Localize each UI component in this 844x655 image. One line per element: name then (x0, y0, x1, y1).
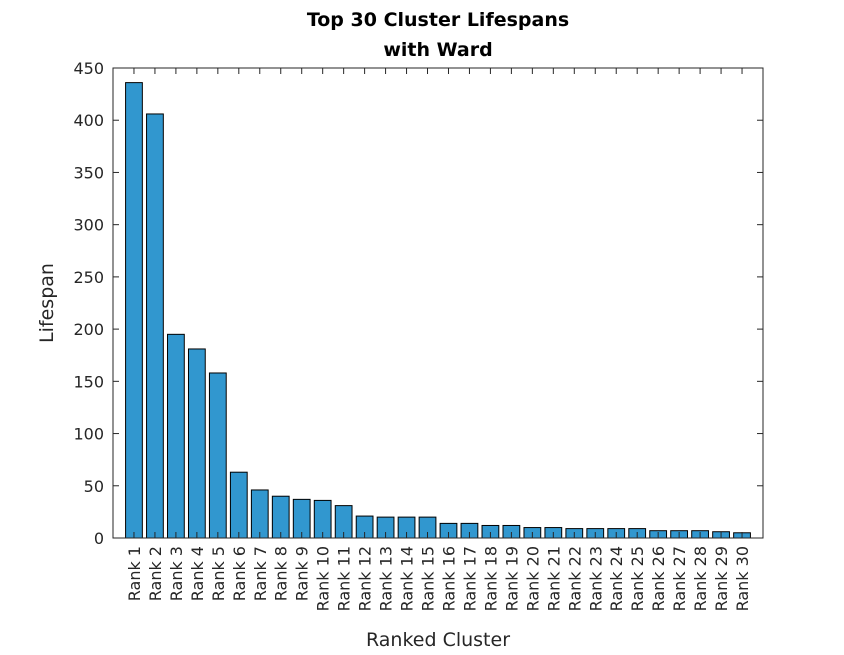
x-tick-label-2: Rank 2 (146, 546, 165, 601)
y-tick-label-200: 200 (73, 320, 104, 339)
x-tick-label-14: Rank 14 (398, 546, 417, 611)
y-tick-label-150: 150 (73, 372, 104, 391)
x-tick-label-24: Rank 24 (607, 546, 626, 611)
bar-1 (125, 82, 143, 539)
x-tick-label-1: Rank 1 (125, 546, 144, 601)
x-tick-label-26: Rank 26 (649, 546, 668, 611)
bar-8 (271, 495, 290, 539)
bar-3 (167, 333, 185, 539)
x-axis-ticks: Rank 1 Rank 2 Rank 3 Rank 4 Rank 5 Rank 6 Rank… (125, 68, 752, 611)
y-tick-label-0: 0 (94, 529, 104, 548)
chart-title-line-1: Top 30 Cluster Lifespans (307, 9, 569, 31)
y-tick-label-100: 100 (73, 425, 104, 444)
x-tick-label-11: Rank 11 (335, 546, 354, 611)
x-tick-label-20: Rank 20 (523, 546, 542, 611)
y-tick-label-400: 400 (73, 111, 104, 130)
x-tick-label-4: Rank 4 (188, 546, 207, 601)
x-tick-label-12: Rank 12 (356, 546, 375, 611)
y-axis-ticks: 0 50 100 150 200 250 300 350 400 450 (73, 59, 763, 548)
x-tick-label-23: Rank 23 (586, 546, 605, 611)
x-tick-label-25: Rank 25 (628, 546, 647, 611)
bars-group (125, 82, 751, 539)
x-tick-label-13: Rank 13 (377, 546, 396, 611)
x-tick-label-30: Rank 30 (733, 546, 752, 611)
x-tick-label-10: Rank 10 (314, 546, 333, 611)
x-tick-label-21: Rank 21 (544, 546, 563, 611)
bar-4 (187, 348, 206, 539)
bar-5 (208, 372, 227, 539)
bar-7 (250, 489, 269, 539)
x-tick-label-28: Rank 28 (691, 546, 710, 611)
x-tick-label-8: Rank 8 (272, 546, 291, 601)
x-tick-label-17: Rank 17 (460, 546, 479, 611)
x-tick-label-9: Rank 9 (293, 546, 312, 601)
x-tick-label-18: Rank 18 (481, 546, 500, 611)
y-axis-label: Lifespan (36, 263, 58, 343)
plot-area-frame (112, 67, 764, 539)
y-tick-label-350: 350 (73, 163, 104, 182)
y-tick-label-250: 250 (73, 268, 104, 287)
y-tick-label-450: 450 (73, 59, 104, 78)
x-tick-label-29: Rank 29 (712, 546, 731, 611)
bar-6 (229, 471, 248, 539)
chart-title-line-2: with Ward (383, 39, 492, 61)
y-tick-label-300: 300 (73, 216, 104, 235)
x-tick-label-16: Rank 16 (439, 546, 458, 611)
x-tick-label-15: Rank 15 (419, 546, 438, 611)
x-tick-label-19: Rank 19 (502, 546, 521, 611)
x-tick-label-5: Rank 5 (209, 546, 228, 601)
x-tick-label-7: Rank 7 (251, 546, 270, 601)
x-tick-label-22: Rank 22 (565, 546, 584, 611)
y-tick-label-50: 50 (84, 477, 104, 496)
x-axis-label: Ranked Cluster (366, 629, 510, 651)
bar-2 (146, 113, 164, 539)
x-tick-label-3: Rank 3 (167, 546, 186, 601)
x-tick-label-6: Rank 6 (230, 546, 249, 601)
x-tick-label-27: Rank 27 (670, 546, 689, 611)
